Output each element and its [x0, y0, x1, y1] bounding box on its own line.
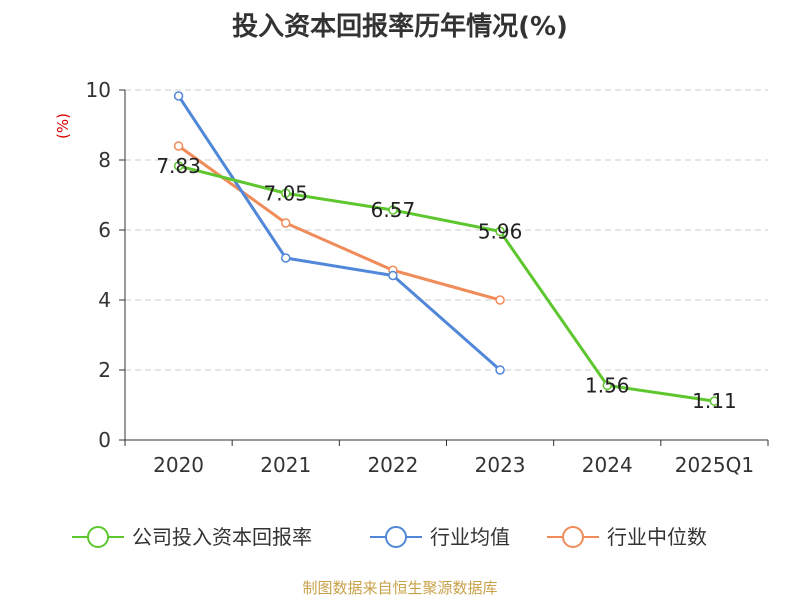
legend-label: 行业中位数: [607, 525, 707, 549]
data-point: [602, 380, 612, 391]
data-point: [173, 141, 184, 151]
y-tick-label: 10: [86, 78, 111, 102]
legend-swatch-marker: [87, 526, 109, 548]
data-point: [709, 396, 720, 406]
legend-swatch-marker: [385, 526, 407, 548]
series-line: [177, 144, 501, 302]
x-tick-labels: 2020 2021 2022 2023 2024 2025Q1: [153, 453, 754, 477]
data-labels: 7.83 7.05 6.57 5.96 1.56 1.11: [156, 154, 736, 413]
legend-item: 公司投入资本回报率: [72, 525, 312, 549]
legend-label: 公司投入资本回报率: [132, 525, 312, 549]
y-tick-label: 4: [98, 288, 111, 312]
data-point: [281, 188, 291, 198]
x-tick-label: 2024: [582, 453, 633, 477]
x-tick-label: 2021: [260, 453, 311, 477]
x-tick-label: 2023: [475, 453, 526, 477]
legend-item: 行业均值: [370, 525, 510, 549]
data-label: 7.05: [263, 181, 308, 205]
series-line: [178, 164, 715, 403]
data-point: [388, 270, 398, 281]
legend-label: 行业均值: [430, 525, 510, 549]
data-point: [281, 253, 291, 263]
y-tick-label: 2: [98, 358, 111, 382]
x-tick-label: 2025Q1: [675, 453, 754, 477]
y-tick-labels: 0 2 4 6 8 10: [86, 78, 111, 452]
series-2: [173, 141, 505, 305]
legend-item: 行业中位数: [547, 525, 707, 549]
data-point: [388, 205, 398, 215]
series: [173, 91, 720, 406]
y-tick-label: 6: [98, 218, 111, 242]
axes: [119, 89, 769, 446]
x-tick-label: 2020: [153, 453, 204, 477]
data-point: [173, 91, 184, 101]
y-tick-label: 0: [98, 428, 111, 452]
data-point: [495, 226, 505, 237]
y-axis-label: (%): [54, 113, 72, 139]
series-0: [173, 161, 720, 406]
series-line: [177, 95, 502, 372]
legend-swatch-marker: [562, 526, 584, 548]
series-1: [173, 91, 505, 375]
y-tick-label: 8: [98, 148, 111, 172]
data-label: 1.11: [692, 389, 737, 413]
data-point: [495, 365, 505, 375]
data-point: [173, 161, 184, 171]
data-label: 7.83: [156, 154, 201, 178]
data-point: [495, 295, 505, 305]
data-point: [281, 218, 291, 228]
chart-title: 投入资本回报率历年情况(%): [232, 12, 568, 42]
data-label: 5.96: [478, 219, 523, 243]
grid-lines: [125, 89, 768, 371]
x-tick-label: 2022: [367, 453, 418, 477]
data-label: 6.57: [371, 198, 416, 222]
source-note: 制图数据来自恒生聚源数据库: [302, 579, 498, 597]
data-label: 1.56: [585, 373, 630, 397]
legend: 公司投入资本回报率 行业均值 行业中位数: [72, 525, 707, 549]
